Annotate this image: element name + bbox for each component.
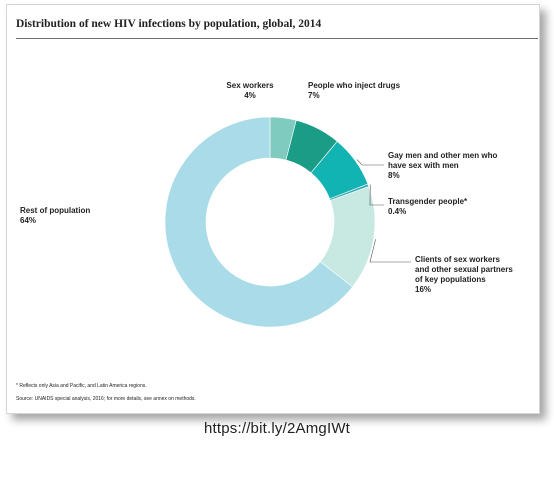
slice-5	[164, 116, 353, 328]
slice-label-1: People who inject drugs 7%	[308, 81, 401, 100]
slice-label-4: Clients of sex workers and other sexual p…	[415, 255, 513, 294]
slice-label-2: Gay men and other men who have sex with m…	[388, 151, 497, 180]
slice-label-5: Rest of population 64%	[20, 206, 90, 225]
donut-chart: Sex workers 4% People who inject drugs 7% Ga…	[20, 81, 513, 328]
title-divider	[16, 38, 538, 39]
source-url[interactable]: https://bit.ly/2AmgIWt	[203, 420, 351, 437]
slice-label-0: Sex workers 4%	[226, 81, 274, 100]
footnote-source: Source: UNAIDS special analysis, 2016; f…	[16, 396, 196, 402]
slice-label-3: Transgender people* 0.4%	[388, 197, 468, 216]
chart-card	[6, 4, 540, 414]
leader-line-2	[356, 159, 384, 166]
chart-title: Distribution of new HIV infections by po…	[16, 18, 322, 30]
leader-line-4	[369, 239, 411, 263]
leader-line-3	[369, 184, 384, 206]
footnote-note: * Reflects only Asia and Pacific, and La…	[16, 383, 147, 389]
